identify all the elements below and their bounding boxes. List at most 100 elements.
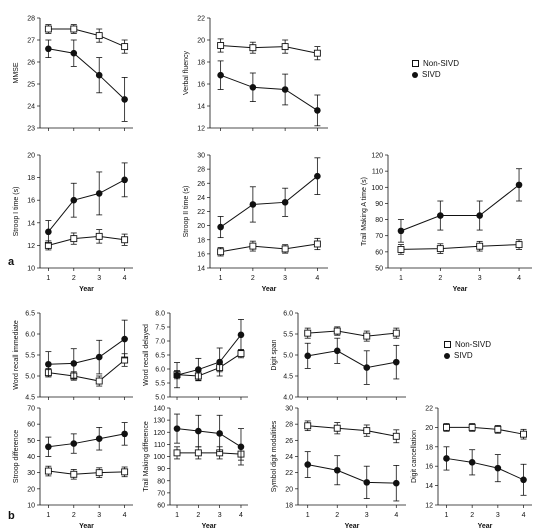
non-sivd-series-line [176,353,242,377]
y-tick-label: 28 [285,422,293,429]
y-tick-label: 4.0 [283,395,293,402]
non-sivd-data-point [443,423,450,431]
non-sivd-series-line [48,359,125,382]
y-tick-label: 80 [375,217,383,224]
chart-panel-9: 10 20 30 40 50 60 70 1 2 3 4 Stroop difference Year [13,406,133,530]
sivd-data-point [70,196,78,204]
x-tick-label: 1 [46,512,50,519]
sivd-data-point [195,427,202,435]
x-tick-label: 3 [97,275,101,282]
chart-panel-2: 12 14 16 18 20 22 Verbal fluency [183,16,328,133]
sivd-data-point [45,360,52,368]
y-tick-label: 12 [425,503,433,510]
x-axis-label: Year [202,523,217,530]
sivd-series-line [176,334,242,376]
y-tick-label: 20 [197,38,205,45]
sivd-data-point [45,228,52,236]
non-sivd-data-point [237,350,245,358]
x-tick-label: 1 [219,275,223,282]
sivd-data-point [443,455,450,462]
non-sivd-series-line [177,452,242,455]
y-tick-label: 16 [197,251,205,258]
y-tick-label: 10 [27,266,35,273]
x-tick-label: 1 [46,275,50,282]
legend-b-sivd-label: SIVD [454,351,473,360]
y-tick-label: 6.0 [25,332,35,339]
x-tick-label: 4 [394,512,398,519]
y-tick-label: 60 [27,422,35,429]
x-tick-label: 3 [365,512,369,519]
x-tick-label: 4 [517,275,521,282]
non-sivd-data-point [70,235,78,243]
sivd-data-point [216,430,223,437]
x-tick-label: 2 [251,275,255,282]
non-sivd-data-point [436,245,444,253]
legend-a-non-sivd: Non-SIVD [412,58,459,69]
y-tick-label: 18 [197,237,205,244]
non-sivd-data-point [121,236,129,244]
y-tick-label: 90 [157,466,165,473]
sivd-data-point [281,199,289,206]
y-tick-label: 90 [375,201,383,208]
legend-a-sivd: SIVD [412,69,459,80]
sivd-data-point [121,176,128,184]
y-axis-label: Word recall immediate [13,320,20,390]
x-tick-label: 3 [283,275,287,282]
y-tick-label: 5.5 [25,353,35,360]
y-axis-label: Trail Making difference [143,421,150,492]
legend-a-non-sivd-label: Non-SIVD [423,59,460,68]
non-sivd-series-line [446,426,524,435]
non-sivd-data-point [363,427,371,435]
y-tick-label: 27 [27,38,35,45]
x-tick-label: 1 [445,512,449,519]
non-sivd-data-point [95,32,103,40]
sivd-data-point [363,364,371,371]
non-sivd-data-point [392,329,400,337]
y-axis-label: Word recall delayed [143,324,150,386]
y-tick-label: 20 [27,486,35,493]
y-tick-label: 14 [425,483,433,490]
legend-a-sivd-label: SIVD [422,70,441,79]
non-sivd-data-point [44,25,52,33]
y-tick-label: 14 [197,104,205,111]
y-tick-label: 60 [375,249,383,256]
y-tick-label: 5.5 [155,381,165,388]
y-tick-label: 26 [197,181,205,188]
chart-panel-4: 14 16 18 20 22 24 26 28 30 1 2 3 4 Stroop II time (s)… [183,153,328,293]
sivd-data-point [95,353,103,361]
y-tick-label: 30 [27,470,35,477]
panel-label-a: a [8,256,15,268]
non-sivd-data-point [494,425,502,433]
x-tick-label: 4 [123,512,127,519]
x-tick-label: 2 [196,512,200,519]
chart-panel-5: 50 60 70 80 90 100 110 120 1 2 3 4 Trail Making A ti… [361,153,532,293]
legend-b-sivd: SIVD [444,350,491,361]
y-tick-label: 50 [375,266,383,273]
x-tick-label: 2 [335,512,339,519]
panel-label-b: b [8,510,15,522]
non-sivd-data-point [397,245,405,253]
sivd-data-point [314,172,321,180]
y-tick-label: 22 [285,470,293,477]
y-tick-label: 7.0 [155,339,165,346]
sivd-data-point [249,201,257,208]
sivd-data-point [249,84,257,91]
non-sivd-data-point [304,329,312,337]
sivd-data-point [70,440,78,447]
non-sivd-data-point [468,423,476,431]
sivd-series-line [47,179,125,233]
x-tick-label: 2 [72,512,76,519]
sivd-data-point [216,358,223,366]
sivd-data-point [217,71,224,79]
x-tick-label: 2 [438,275,442,282]
sivd-series-line [446,457,524,481]
sivd-data-point [195,366,202,373]
sivd-data-point [121,430,128,438]
y-tick-label: 14 [197,266,205,273]
sivd-series-line [48,433,125,448]
y-tick-label: 110 [154,442,165,449]
legend-b: Non-SIVD SIVD [444,339,491,361]
chart-panel-10: 60 70 80 90 100 110 120 130 140 1 2 3 4 Trail Making … [143,406,248,530]
